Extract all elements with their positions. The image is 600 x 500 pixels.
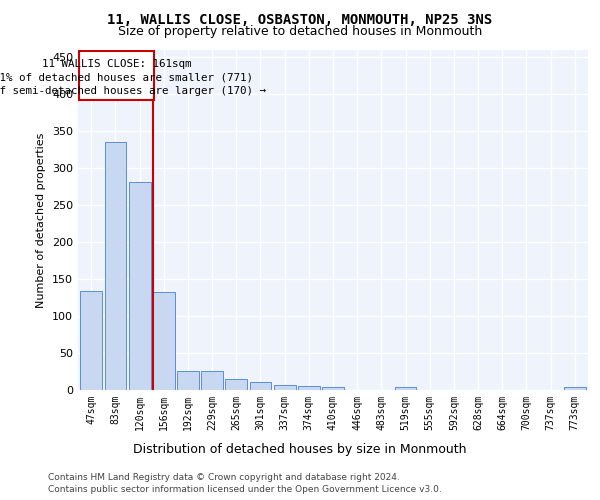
Text: Size of property relative to detached houses in Monmouth: Size of property relative to detached ho… xyxy=(118,25,482,38)
Text: 11, WALLIS CLOSE, OSBASTON, MONMOUTH, NP25 3NS: 11, WALLIS CLOSE, OSBASTON, MONMOUTH, NP… xyxy=(107,12,493,26)
Bar xyxy=(226,379,247,390)
Bar xyxy=(250,382,271,390)
Bar xyxy=(322,387,344,390)
Bar xyxy=(153,292,175,390)
Bar xyxy=(129,182,151,390)
Bar xyxy=(104,142,127,390)
Text: Contains HM Land Registry data © Crown copyright and database right 2024.: Contains HM Land Registry data © Crown c… xyxy=(48,472,400,482)
Bar xyxy=(564,387,586,390)
Text: 11 WALLIS CLOSE: 161sqm: 11 WALLIS CLOSE: 161sqm xyxy=(42,59,191,69)
Bar xyxy=(177,371,199,390)
Text: Distribution of detached houses by size in Monmouth: Distribution of detached houses by size … xyxy=(133,442,467,456)
Text: ← 81% of detached houses are smaller (771): ← 81% of detached houses are smaller (77… xyxy=(0,72,253,83)
Bar xyxy=(80,291,102,390)
Y-axis label: Number of detached properties: Number of detached properties xyxy=(37,132,46,308)
Bar xyxy=(298,386,320,390)
Bar xyxy=(274,385,296,390)
FancyBboxPatch shape xyxy=(79,52,154,100)
Bar xyxy=(201,371,223,390)
Text: Contains public sector information licensed under the Open Government Licence v3: Contains public sector information licen… xyxy=(48,485,442,494)
Bar xyxy=(395,387,416,390)
Text: 18% of semi-detached houses are larger (170) →: 18% of semi-detached houses are larger (… xyxy=(0,86,266,96)
